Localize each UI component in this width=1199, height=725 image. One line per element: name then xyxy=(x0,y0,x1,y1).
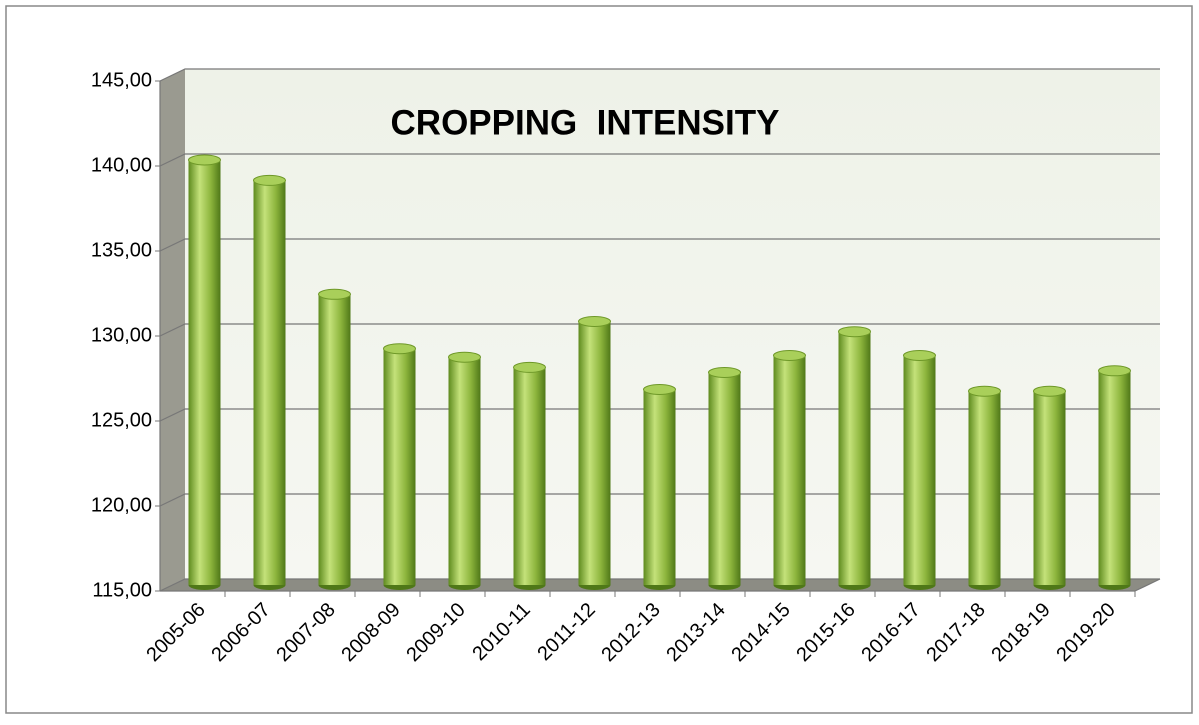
bar xyxy=(708,367,741,590)
bar xyxy=(578,316,611,590)
grid-line xyxy=(159,153,1160,167)
bar-body xyxy=(643,389,676,585)
y-tick-label: 120,00 xyxy=(91,494,152,516)
bar-top xyxy=(968,385,1001,397)
bar-body xyxy=(1033,391,1066,585)
y-tick-label: 125,00 xyxy=(91,409,152,431)
bar xyxy=(643,384,676,590)
bar xyxy=(448,351,481,590)
bar-top xyxy=(708,367,741,378)
bar xyxy=(253,174,286,590)
bar-body xyxy=(383,348,416,585)
bar xyxy=(188,154,221,590)
bar-top xyxy=(838,326,871,338)
bar-top xyxy=(513,361,546,373)
bar xyxy=(383,343,416,590)
bar-top xyxy=(383,343,416,355)
bar xyxy=(773,350,806,590)
grid-line xyxy=(159,68,1160,82)
bar-body xyxy=(708,372,741,585)
bar-top xyxy=(643,384,676,395)
bar-top xyxy=(1098,365,1131,377)
bar-body xyxy=(1098,370,1131,585)
bar-top xyxy=(1033,385,1066,397)
x-axis-end xyxy=(1134,578,1161,592)
y-tick-label: 140,00 xyxy=(91,154,152,176)
y-tick-label: 145,00 xyxy=(91,69,152,91)
bar-top xyxy=(318,288,351,300)
chart-title: CROPPING INTENSITY xyxy=(391,103,780,142)
bar xyxy=(968,385,1001,590)
y-tick-label: 130,00 xyxy=(91,324,152,346)
bar-body xyxy=(513,367,546,585)
bar-body xyxy=(578,321,611,585)
bar xyxy=(513,361,546,590)
grid-line xyxy=(159,238,1160,252)
bar-top xyxy=(448,351,481,363)
grid-line xyxy=(159,578,1160,592)
bar-body xyxy=(448,357,481,585)
grid-line xyxy=(159,493,1160,507)
bar-body xyxy=(903,355,936,585)
bar-body xyxy=(838,331,871,585)
y-tick-label: 115,00 xyxy=(92,579,152,601)
bar-top xyxy=(253,174,286,186)
bar-top xyxy=(578,316,611,327)
bar-top xyxy=(188,154,221,166)
bar xyxy=(1098,365,1131,590)
bar xyxy=(1033,385,1066,590)
bar xyxy=(903,350,936,590)
bar xyxy=(838,326,871,590)
grid-line xyxy=(159,408,1160,422)
bar-body xyxy=(253,180,286,585)
bar-body xyxy=(773,355,806,585)
y-tick-label: 135,00 xyxy=(91,239,152,261)
bar-top xyxy=(773,350,806,361)
bar-top xyxy=(903,350,936,361)
bar-body xyxy=(968,391,1001,585)
bar-body xyxy=(188,160,221,585)
bar-body xyxy=(318,294,351,585)
bar xyxy=(318,288,351,590)
grid-line xyxy=(159,323,1160,337)
